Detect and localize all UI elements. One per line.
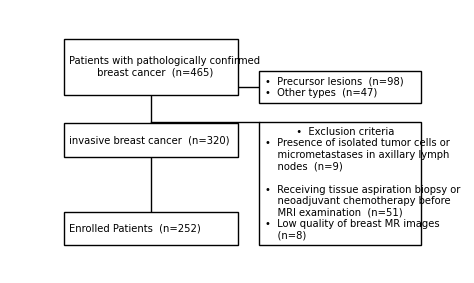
FancyBboxPatch shape: [259, 122, 421, 245]
FancyBboxPatch shape: [64, 123, 238, 157]
Text: Enrolled Patients  (n=252): Enrolled Patients (n=252): [69, 224, 201, 233]
Text: invasive breast cancer  (n=320): invasive breast cancer (n=320): [69, 135, 230, 145]
Text: •  Precursor lesions  (n=98)
•  Other types  (n=47): • Precursor lesions (n=98) • Other types…: [265, 76, 403, 98]
FancyBboxPatch shape: [64, 212, 238, 245]
Text: Patients with pathologically confirmed
         breast cancer  (n=465): Patients with pathologically confirmed b…: [69, 56, 260, 78]
Text: •  Exclusion criteria
•  Presence of isolated tumor cells or
    micrometastases: • Exclusion criteria • Presence of isola…: [265, 127, 460, 241]
FancyBboxPatch shape: [64, 39, 238, 95]
FancyBboxPatch shape: [259, 71, 421, 103]
